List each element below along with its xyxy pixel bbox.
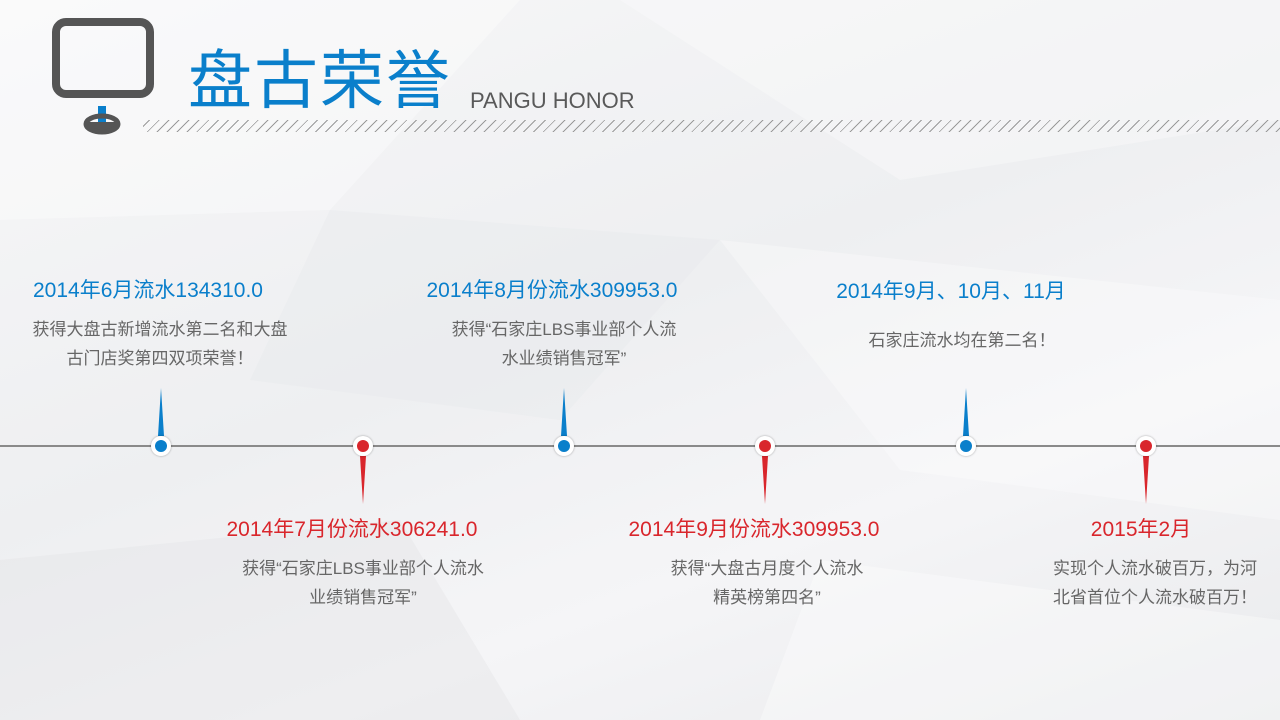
marker-dot <box>155 440 167 452</box>
event-title: 2014年7月份流水306241.0 <box>226 518 478 541</box>
page-title: 盘古荣誉 <box>188 45 452 119</box>
marker-dot <box>357 440 369 452</box>
timeline-event: 2014年7月份流水306241.0 获得“石家庄LBS事业部个人流水 业绩销售冠… <box>193 516 533 612</box>
marker-dot <box>1140 440 1152 452</box>
timeline-needle <box>963 388 969 436</box>
timeline-marker <box>151 436 171 456</box>
page-subtitle: PANGU HONOR <box>470 88 635 113</box>
timeline-needle <box>158 388 164 436</box>
signboard-icon <box>52 18 154 135</box>
marker-dot <box>960 440 972 452</box>
timeline-marker <box>956 436 976 456</box>
event-title: 2014年8月份流水309953.0 <box>426 279 678 302</box>
timeline-needle <box>561 388 567 436</box>
marker-dot <box>558 440 570 452</box>
timeline-event: 2014年9月份流水309953.0 获得“大盘古月度个人流水 精英榜第四名” <box>597 516 937 612</box>
marker-dot <box>759 440 771 452</box>
event-description: 石家庄流水均在第二名！ <box>868 331 1056 350</box>
timeline-marker <box>353 436 373 456</box>
event-title: 2014年6月流水134310.0 <box>33 279 263 302</box>
timeline-marker <box>1136 436 1156 456</box>
event-title: 2014年9月份流水309953.0 <box>628 518 880 541</box>
timeline-event: 2015年2月实现个人流水破百万，为河 北省首位个人流水破百万！ <box>985 516 1280 612</box>
timeline-needle <box>1143 456 1149 504</box>
timeline-event: 2014年9月、10月、11月石家庄流水均在第二名！ <box>792 278 1132 355</box>
timeline-needle <box>762 456 768 504</box>
timeline-marker <box>755 436 775 456</box>
hatch-divider <box>143 120 1280 132</box>
timeline-event: 2014年8月份流水309953.0 获得“石家庄LBS事业部个人流 水业绩销售冠… <box>394 277 734 373</box>
timeline-marker <box>554 436 574 456</box>
event-description: 获得“石家庄LBS事业部个人流水 业绩销售冠军” <box>242 559 484 607</box>
event-description: 获得大盘古新增流水第二名和大盘 古门店奖第四双项荣誉！ <box>32 320 288 368</box>
timeline-axis <box>0 445 1280 447</box>
timeline-needle <box>360 456 366 504</box>
event-title: 2015年2月 <box>1090 518 1192 541</box>
event-description: 获得“石家庄LBS事业部个人流 水业绩销售冠军” <box>451 320 677 368</box>
event-description: 获得“大盘古月度个人流水 精英榜第四名” <box>670 559 864 607</box>
event-description: 实现个人流水破百万，为河 北省首位个人流水破百万！ <box>1053 559 1257 607</box>
event-title: 2014年9月、10月、11月 <box>836 280 1066 303</box>
timeline-event: 2014年6月流水134310.0 获得大盘古新增流水第二名和大盘 古门店奖第四双… <box>0 277 330 373</box>
